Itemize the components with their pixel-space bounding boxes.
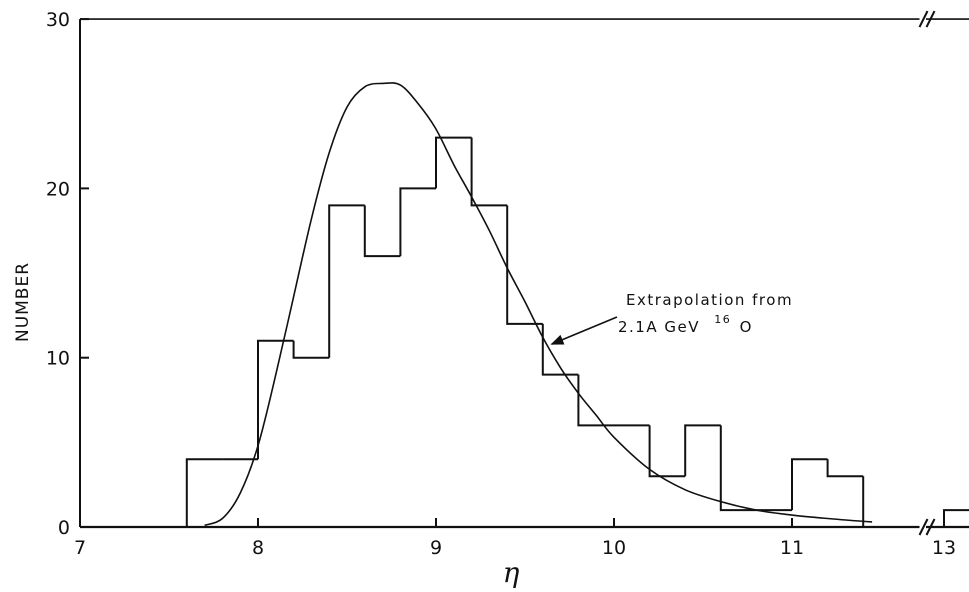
- x-tick-label-10: 10: [602, 537, 626, 559]
- x-tick-label-8: 8: [252, 537, 264, 559]
- x-axis-break-mark: [918, 518, 936, 536]
- histogram-bin: [470, 137, 508, 207]
- histogram-bin: [399, 187, 436, 257]
- histogram-bin: [826, 459, 864, 478]
- y-tick-label-30: 30: [46, 9, 70, 31]
- histogram-bin: [791, 458, 828, 511]
- histogram-bin: [577, 374, 614, 427]
- x-axis-title: η: [503, 556, 520, 589]
- top-axis-break-mark: [918, 10, 936, 28]
- x-tick-label-13: 13: [932, 537, 956, 559]
- annotation-line2-suffix: O: [740, 318, 753, 336]
- plot-frame: [79, 10, 969, 536]
- histogram-bin: [328, 204, 365, 358]
- y-axis-title: NUMBER: [13, 262, 33, 342]
- histogram-bin: [435, 136, 472, 189]
- axis-ticks: 0 10 20 30 7 8 9 10 11 13: [46, 9, 956, 559]
- annotation-line2-prefix: 2.1A GeV: [618, 318, 700, 336]
- y-tick-label-10: 10: [46, 348, 70, 370]
- histogram-bin: [943, 509, 969, 527]
- y-tick-label-20: 20: [46, 178, 70, 200]
- annotation-arrow-head: [550, 334, 565, 345]
- histogram-bin: [185, 458, 223, 527]
- histogram-bin: [719, 425, 757, 512]
- histogram-bin: [257, 339, 294, 460]
- histogram-bin: [506, 205, 543, 325]
- annotation-arrow: [550, 316, 618, 345]
- annotation-line1: Extrapolation from: [626, 291, 793, 309]
- histogram-bin: [648, 425, 686, 478]
- annotation-arrow-shaft: [551, 316, 618, 345]
- histogram-bars: [185, 136, 969, 527]
- x-tick-label-7: 7: [74, 537, 86, 559]
- annotation-line2: 2.1A GeV 16 O: [618, 309, 753, 336]
- fit-curve: [204, 82, 873, 527]
- x-tick-label-11: 11: [780, 537, 804, 559]
- x-tick-label-9: 9: [430, 537, 442, 559]
- fit-curve-layer: [204, 82, 873, 527]
- histogram-bin: [363, 205, 401, 258]
- histogram-bin: [684, 424, 721, 477]
- annotation-line2-superscript: 16: [714, 313, 731, 326]
- histogram-bin: [292, 340, 330, 359]
- annotation: Extrapolation from 2.1A GeV 16 O: [550, 291, 793, 345]
- histogram-bin: [541, 323, 579, 376]
- y-tick-label-0: 0: [58, 517, 70, 539]
